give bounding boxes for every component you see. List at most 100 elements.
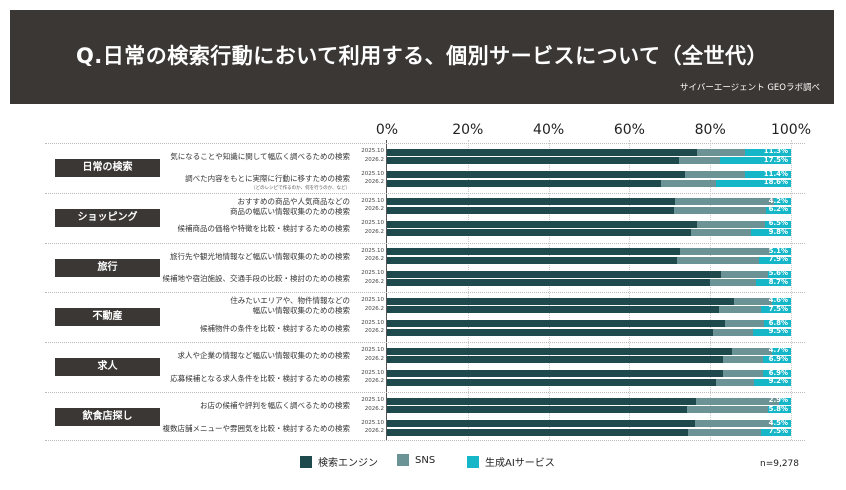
year-label: 2026.2 (364, 328, 384, 335)
data-label-ai: 4.6% (768, 296, 788, 305)
group-separator (45, 342, 805, 344)
data-label-ai: 6.9% (768, 354, 788, 363)
bar-search (387, 397, 697, 405)
data-label-ai: 6.2% (768, 205, 788, 214)
legend-swatch (467, 455, 479, 468)
category-label: 不動産 (55, 308, 160, 327)
x-tick-label: 20% (452, 122, 484, 138)
bar-sns (679, 248, 771, 256)
question-label: 候補商品の価格や特徴を比較・検討するための検索 (177, 224, 351, 234)
question-label: 調べた内容をもとに実際に行動に移すための検索 (185, 173, 350, 183)
year-label: 2025.10 (361, 170, 384, 177)
bar-search (387, 206, 674, 214)
legend-swatch (397, 454, 409, 466)
question-label: 複数店舗メニューや雰囲気を比較・検討するための検索 (162, 423, 351, 433)
year-label: 2025.10 (361, 197, 384, 204)
question-note: （どのレシピで作るのか、何を行うのか、など） (251, 185, 350, 191)
data-label-ai: 9.2% (768, 377, 788, 386)
data-label-ai: 2.9% (768, 396, 788, 404)
data-label-ai: 6.8% (768, 318, 788, 327)
bar-search (387, 356, 724, 364)
bar-sns (696, 148, 746, 156)
question-label: 求人や企業の情報など幅広い情報収集のための検索 (177, 351, 351, 361)
bar-sns (725, 320, 764, 328)
year-label: 2026.2 (364, 156, 384, 163)
bar-search (387, 179, 661, 187)
bar-ai (765, 206, 791, 214)
bar-sns (660, 179, 716, 187)
question-label: 幅広い情報収集のための検索 (252, 306, 351, 316)
data-label-ai: 11.3% (763, 147, 788, 155)
bar-ai (764, 220, 791, 228)
group-separator (45, 439, 805, 441)
group-separator (45, 143, 805, 144)
data-label-ai: 8.7% (768, 277, 788, 286)
year-label: 2026.2 (364, 206, 384, 213)
legend-label: SNS (415, 454, 436, 466)
year-label: 2026.2 (364, 355, 384, 362)
bar-search (387, 406, 688, 413)
data-label-ai: 6.5% (768, 219, 788, 228)
gridline (710, 140, 712, 440)
legend-label: 生成AIサービス (485, 458, 555, 469)
bar-ai (759, 256, 791, 264)
data-label-ai: 5.8% (768, 404, 788, 413)
bar-search (387, 328, 714, 336)
data-label-ai: 11.4% (763, 169, 788, 178)
question-label: 住みたいエリアや、物件情報などの (230, 296, 350, 306)
bar-sns (694, 420, 773, 427)
bar-sns (691, 229, 752, 237)
bar-search (387, 279, 711, 287)
bar-search (387, 198, 676, 206)
group-separator (45, 292, 805, 294)
data-label-ai: 7.9% (768, 255, 788, 264)
year-label: 2025.10 (361, 220, 384, 227)
year-label: 2025.10 (361, 247, 384, 254)
bar-search (387, 229, 692, 237)
sample-size: n=9,278 (760, 459, 800, 469)
bar-sns (679, 157, 721, 164)
bar-sns (715, 378, 754, 386)
legend-swatch (300, 455, 312, 468)
bar-ai (745, 148, 791, 156)
bar-sns (721, 270, 769, 278)
bar-sns (733, 297, 773, 305)
bar-sns (673, 206, 766, 214)
year-label: 2026.2 (364, 405, 384, 412)
data-label-ai: 17.5% (763, 155, 788, 164)
legend-label: 検索エンジン (318, 458, 378, 469)
year-label: 2025.10 (361, 369, 384, 376)
question-label: 候補地や宿泊施設、交通手段の比較・検討のための検索 (162, 274, 351, 284)
bar-ai (715, 179, 791, 187)
category-label: 旅行 (55, 258, 160, 277)
question-label: お店の候補や評判を幅広く調べるための検索 (200, 401, 350, 410)
legend-item-sns: SNS (397, 454, 435, 466)
bar-search (387, 256, 677, 264)
bar-ai (760, 428, 791, 436)
bar-ai (755, 279, 791, 287)
bar-search (387, 378, 716, 386)
bar-ai (772, 297, 791, 305)
bar-ai (753, 378, 791, 386)
bar-sns (719, 306, 761, 314)
gridline (548, 140, 550, 440)
category-label: 求人 (55, 358, 160, 377)
bar-search (387, 297, 734, 305)
x-tick-label: 100% (770, 122, 812, 138)
year-label: 2026.2 (364, 278, 384, 285)
bar-sns (675, 198, 775, 206)
bar-sns (687, 406, 768, 413)
year-label: 2025.10 (361, 397, 384, 403)
bar-search (387, 248, 680, 256)
bar-ai (774, 198, 791, 206)
data-label-ai: 9.8% (768, 227, 788, 236)
source-credit: サイバーエージェント GEOラボ調べ (679, 83, 820, 93)
year-label: 2025.10 (361, 297, 384, 304)
question-label: 候補物件の条件を比較・検討するための検索 (200, 323, 350, 333)
bar-sns (713, 328, 753, 336)
bar-sns (685, 171, 745, 178)
data-label-ai: 9.5% (768, 327, 788, 336)
data-label-ai: 18.6% (763, 178, 788, 186)
bar-ai (763, 370, 791, 378)
